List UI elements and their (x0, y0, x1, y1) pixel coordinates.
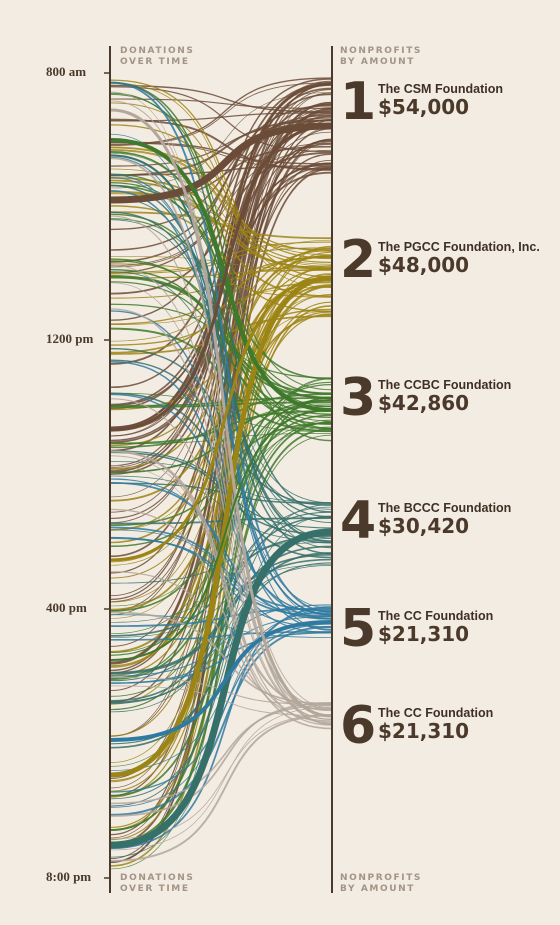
flow-line-5 (110, 81, 332, 614)
flow-line-1 (110, 82, 332, 146)
flow-line-6 (110, 215, 332, 717)
flow-line-heavy-4 (110, 528, 332, 849)
footer-donations-over-time: DONATIONS OVER TIME (120, 873, 195, 894)
rank-number: 3 (340, 368, 377, 428)
flow-line-2 (110, 286, 332, 326)
rank-number: 2 (340, 230, 377, 290)
flow-line-5 (110, 614, 332, 638)
flow-line-5 (110, 630, 332, 641)
nonprofit-amount: $21,310 (378, 622, 470, 646)
nonprofit-amount: $30,420 (378, 514, 470, 538)
flow-line-3 (110, 414, 332, 681)
flow-line-6 (110, 282, 332, 720)
flow-line-2 (110, 82, 332, 288)
flow-line-1 (110, 82, 332, 429)
flow-line-3 (110, 218, 332, 422)
flow-line-3 (110, 377, 332, 832)
flow-line-4 (110, 564, 332, 638)
flow-line-6 (110, 455, 332, 723)
rank-number: 5 (340, 599, 377, 659)
flow-line-2 (110, 285, 332, 830)
rank-number: 6 (340, 696, 377, 756)
flow-line-5 (110, 526, 332, 612)
nonprofit-name: The CC Foundation (378, 706, 494, 720)
tick-label-800pm: 8:00 pm (46, 869, 92, 884)
flow-line-1 (110, 159, 332, 737)
flow-line-heavy-3 (110, 409, 332, 661)
footer-nonprofits-by-amount: NONPROFITS BY AMOUNT (340, 873, 423, 894)
flow-line-6 (110, 157, 332, 725)
flow-line-5 (110, 607, 332, 627)
flow-line-5 (110, 609, 332, 808)
flow-line-4 (110, 219, 332, 504)
tick-label-1200pm: 1200 pm (46, 331, 94, 346)
flow-line-3 (110, 327, 332, 432)
flow-line-heavy-1 (110, 122, 332, 204)
rank-number: 1 (340, 72, 377, 132)
flow-line-5 (110, 393, 332, 615)
flow-line-4 (110, 81, 332, 513)
flow-line-heavy-2 (110, 276, 332, 562)
flow-line-1 (110, 141, 332, 165)
flow-line-2 (110, 79, 332, 278)
flow-line-5 (110, 310, 332, 631)
flow-line-6 (110, 704, 332, 805)
flow-line-1 (110, 142, 332, 170)
nonprofit-name: The CCBC Foundation (378, 378, 512, 392)
flow-line-5 (110, 156, 332, 631)
flow-line-4 (110, 506, 332, 713)
nonprofit-name: The BCCC Foundation (378, 501, 512, 515)
nonprofit-amount: $42,860 (378, 391, 470, 415)
flow-line-4 (110, 475, 332, 542)
flow-line-heavy-5 (110, 620, 332, 742)
flow-line-1 (110, 112, 332, 122)
flow-line-4 (110, 184, 332, 555)
nonprofit-amount: $48,000 (378, 253, 470, 277)
flow-line-5 (110, 478, 332, 634)
nonprofit-name: The CSM Foundation (378, 82, 503, 96)
flow-line-4 (110, 451, 332, 536)
flow-line-1 (110, 84, 332, 113)
nonprofit-name: The CC Foundation (378, 609, 494, 623)
flow-line-2 (110, 150, 332, 267)
nonprofit-name: The PGCC Foundation, Inc. (378, 240, 540, 254)
flow-line-5 (110, 606, 332, 850)
flow-line-heavy-2 (110, 275, 332, 778)
rank-number: 4 (340, 491, 377, 551)
flow-line-4 (110, 504, 332, 807)
flow-line-6 (110, 571, 332, 710)
flow-line-4 (110, 545, 332, 705)
flow-line-heavy-6 (110, 108, 332, 718)
header-donations-over-time: DONATIONS OVER TIME (120, 46, 195, 67)
donation-flows (110, 77, 332, 870)
nonprofit-amount: $21,310 (378, 719, 470, 743)
header-nonprofits-by-amount: NONPROFITS BY AMOUNT (340, 46, 423, 67)
flow-line-2 (110, 241, 332, 274)
tick-label-800am: 800 am (46, 64, 87, 79)
flow-line-3 (110, 213, 332, 430)
flow-line-6 (110, 611, 332, 705)
flow-line-6 (110, 714, 332, 862)
nonprofit-amount: $54,000 (378, 95, 470, 119)
flow-line-4 (110, 347, 332, 506)
flow-line-heavy-1 (110, 124, 332, 432)
flow-line-4 (110, 535, 332, 637)
flow-line-2 (110, 281, 332, 346)
flow-line-2 (110, 294, 332, 619)
flow-line-5 (110, 537, 332, 618)
tick-label-400pm: 400 pm (46, 600, 87, 615)
flow-line-1 (110, 171, 332, 444)
tick-marks (104, 72, 110, 879)
